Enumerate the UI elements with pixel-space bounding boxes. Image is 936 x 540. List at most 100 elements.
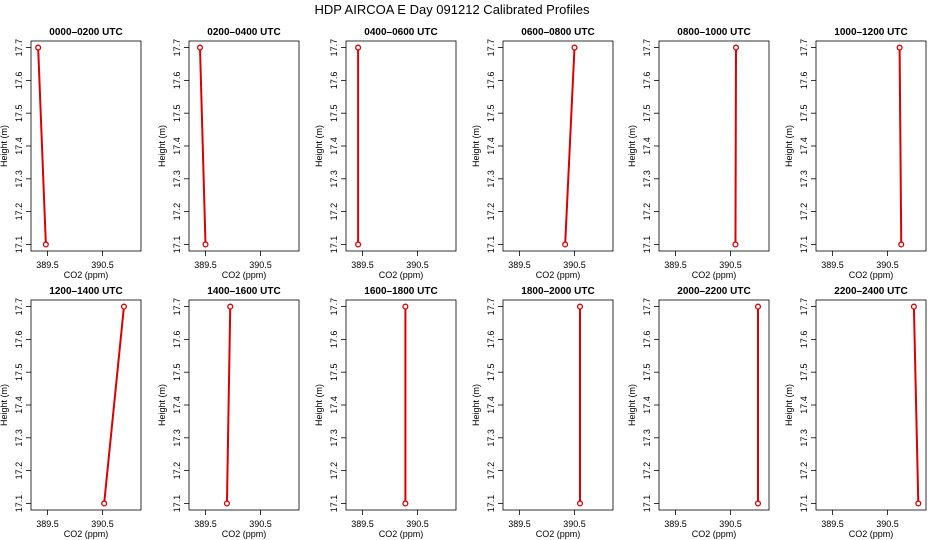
y-axis-label: Height (m) <box>627 384 637 426</box>
x-tick-label: 389.5 <box>36 519 59 529</box>
x-axis-label: CO2 (ppm) <box>64 529 109 539</box>
y-tick-label: 17.5 <box>486 363 496 381</box>
y-tick-label: 17.1 <box>642 236 652 254</box>
y-tick-label: 17.5 <box>14 104 24 122</box>
data-point <box>732 44 740 51</box>
data-point <box>355 241 362 248</box>
plot-frame <box>345 299 457 511</box>
y-tick-label: 17.2 <box>172 462 182 480</box>
y-tick-label: 17.3 <box>14 170 24 188</box>
y-tick-label: 17.6 <box>172 331 182 349</box>
x-tick-label: 389.5 <box>508 519 531 529</box>
panel-4: 0600–0800 UTC 389.5 390.5 17.1 17.2 17.3 17.4 1… <box>471 27 614 280</box>
y-tick-label: 17.1 <box>329 495 339 513</box>
data-point <box>223 500 231 507</box>
panel-2: 0200–0400 UTC 389.5 390.5 17.1 17.2 17.3 17.4 1… <box>157 27 300 280</box>
y-tick-label: 17.4 <box>329 137 339 155</box>
panels-group: 0000–0200 UTC 389.5 390.5 17.1 17.2 17.3 17.4 1… <box>0 27 927 539</box>
y-tick-label: 17.6 <box>14 331 24 349</box>
panel-title: 0800–1000 UTC <box>677 27 750 38</box>
y-axis-label: Height (m) <box>314 125 324 167</box>
data-point <box>202 241 209 248</box>
x-tick-label: 389.5 <box>821 260 844 270</box>
panel-title: 1400–1600 UTC <box>207 286 280 297</box>
y-axis-label: Height (m) <box>0 384 9 426</box>
x-axis-label: CO2 (ppm) <box>536 270 581 280</box>
data-point <box>896 44 903 51</box>
y-tick-label: 17.7 <box>172 298 182 316</box>
y-tick-label: 17.2 <box>642 462 652 480</box>
y-axis-label: Height (m) <box>157 125 167 167</box>
plot-frame <box>658 40 770 252</box>
y-tick-label: 17.4 <box>172 137 182 155</box>
y-tick-label: 17.5 <box>172 104 182 122</box>
y-tick-label: 17.1 <box>329 236 339 254</box>
y-tick-label: 17.5 <box>799 104 809 122</box>
x-tick-label: 390.5 <box>563 260 586 270</box>
y-tick-label: 17.4 <box>486 137 496 155</box>
y-tick-label: 17.2 <box>799 203 809 221</box>
x-tick-label: 389.5 <box>194 519 217 529</box>
y-axis-label: Height (m) <box>627 125 637 167</box>
y-tick-label: 17.2 <box>14 203 24 221</box>
panel-title: 0600–0800 UTC <box>521 27 594 38</box>
y-tick-label: 17.2 <box>14 462 24 480</box>
panel-title: 0200–0400 UTC <box>207 27 280 38</box>
y-tick-label: 17.3 <box>329 429 339 447</box>
y-tick-label: 17.2 <box>486 203 496 221</box>
y-tick-label: 17.2 <box>486 462 496 480</box>
panel-1: 0000–0200 UTC 389.5 390.5 17.1 17.2 17.3 17.4 1… <box>0 27 142 280</box>
data-point <box>120 303 127 310</box>
y-tick-label: 17.6 <box>799 331 809 349</box>
y-tick-label: 17.5 <box>329 104 339 122</box>
x-tick-label: 389.5 <box>351 519 374 529</box>
y-tick-label: 17.7 <box>172 39 182 57</box>
plot-frame <box>30 299 142 511</box>
data-point <box>562 241 569 248</box>
y-tick-label: 17.3 <box>642 170 652 188</box>
y-tick-label: 17.5 <box>486 104 496 122</box>
figure-title: HDP AIRCOA E Day 091212 Calibrated Profi… <box>314 2 590 17</box>
profile-line <box>564 47 576 245</box>
x-tick-label: 390.5 <box>91 519 114 529</box>
y-tick-label: 17.6 <box>172 72 182 90</box>
y-axis-label: Height (m) <box>471 125 481 167</box>
y-tick-label: 17.2 <box>799 462 809 480</box>
panel-title: 1800–2000 UTC <box>521 286 594 297</box>
y-tick-label: 17.1 <box>14 236 24 254</box>
y-tick-label: 17.4 <box>329 396 339 414</box>
plot-frame <box>30 40 142 252</box>
panel-title: 0000–0200 UTC <box>49 27 122 38</box>
data-point <box>898 241 905 248</box>
y-tick-label: 17.7 <box>486 39 496 57</box>
profile-line <box>37 47 47 245</box>
panel-11: 2000–2200 UTC 389.5 390.5 17.1 17.2 17.3 17.4 1… <box>627 286 770 539</box>
data-point <box>227 303 234 310</box>
data-point <box>576 303 584 310</box>
y-tick-label: 17.1 <box>799 236 809 254</box>
y-tick-label: 17.4 <box>14 396 24 414</box>
y-tick-label: 17.6 <box>799 72 809 90</box>
plot-frame <box>815 299 927 511</box>
y-tick-label: 17.4 <box>14 137 24 155</box>
panel-5: 0800–1000 UTC 389.5 390.5 17.1 17.2 17.3 17.4 1… <box>627 27 770 280</box>
panel-title: 1200–1400 UTC <box>49 286 122 297</box>
panel-3: 0400–0600 UTC 389.5 390.5 17.1 17.2 17.3 17.4 1… <box>314 27 457 280</box>
y-tick-label: 17.7 <box>329 298 339 316</box>
y-axis-label: Height (m) <box>471 384 481 426</box>
x-tick-label: 390.5 <box>406 519 429 529</box>
y-tick-label: 17.7 <box>642 39 652 57</box>
y-tick-label: 17.7 <box>329 39 339 57</box>
y-tick-label: 17.7 <box>486 298 496 316</box>
data-point <box>915 500 922 507</box>
y-axis-label: Height (m) <box>157 384 167 426</box>
panel-title: 2200–2400 UTC <box>834 286 907 297</box>
panel-9: 1600–1800 UTC 389.5 390.5 17.1 17.2 17.3 17.4 1… <box>314 286 457 539</box>
y-tick-label: 17.1 <box>486 236 496 254</box>
panel-6: 1000–1200 UTC 389.5 390.5 17.1 17.2 17.3 17.4 1… <box>784 27 927 280</box>
y-tick-label: 17.6 <box>486 72 496 90</box>
panel-12: 2200–2400 UTC 389.5 390.5 17.1 17.2 17.3 17.4 1… <box>784 286 927 539</box>
panel-8: 1400–1600 UTC 389.5 390.5 17.1 17.2 17.3 17.4 1… <box>157 286 300 539</box>
x-axis-label: CO2 (ppm) <box>536 529 581 539</box>
x-tick-label: 389.5 <box>36 260 59 270</box>
